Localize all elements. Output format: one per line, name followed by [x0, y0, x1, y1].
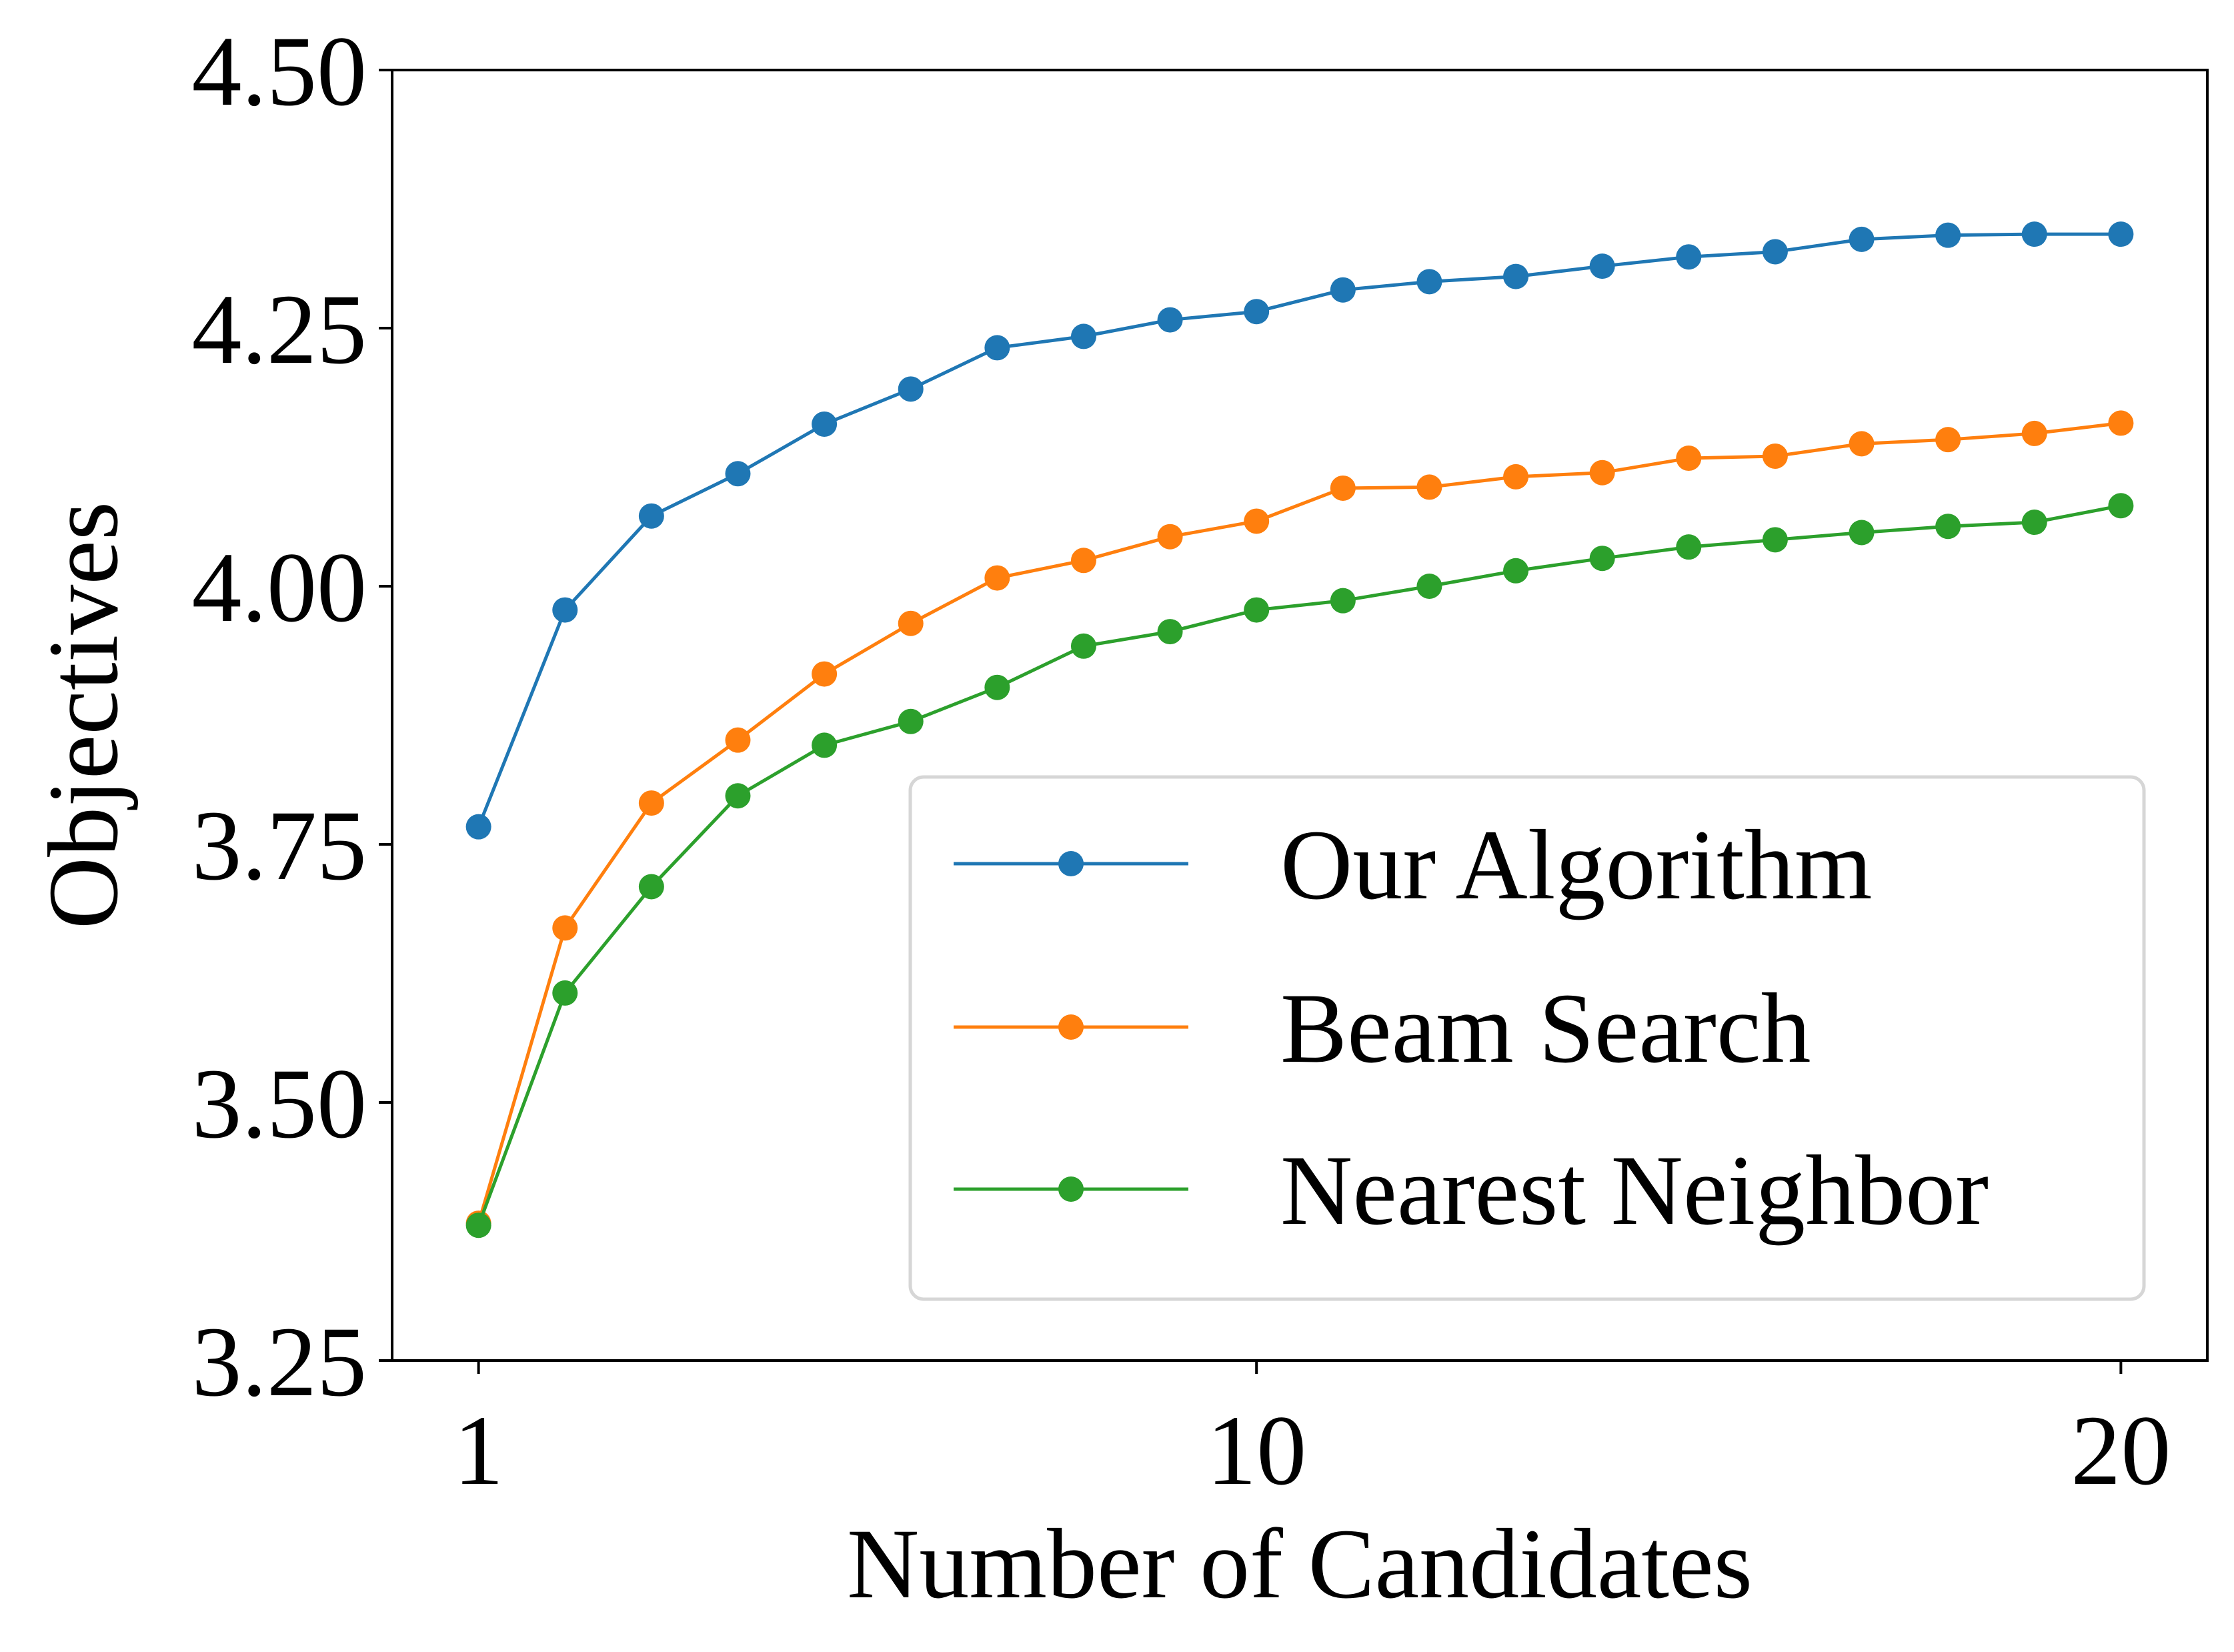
data-point-nearest-neighbor [812, 732, 838, 758]
legend: Our Algorithm Beam Search Nearest Neighbor [908, 775, 2146, 1301]
data-point-nearest-neighbor [1589, 546, 1615, 572]
data-point-beam-search [552, 915, 578, 941]
data-point-beam-search [1244, 508, 1270, 534]
data-point-beam-search [1762, 443, 1788, 469]
series-nearest-neighbor [465, 493, 2134, 1238]
data-point-our-algorithm [552, 597, 578, 623]
x-tick-label: 20 [2071, 1395, 2171, 1506]
legend-item-nearest-neighbor: Nearest Neighbor [954, 1135, 1989, 1246]
data-point-nearest-neighbor [1244, 597, 1270, 623]
data-point-our-algorithm [1935, 222, 1961, 248]
data-point-nearest-neighbor [1676, 534, 1702, 560]
legend-label-our-algorithm: Our Algorithm [1280, 810, 1872, 920]
data-point-beam-search [725, 727, 751, 753]
y-tick-label: 4.50 [192, 16, 367, 127]
axis-ticks: 1 10 20 3.25 3.50 3.75 4.00 4.25 4.50 [192, 16, 2171, 1506]
data-point-our-algorithm [1416, 269, 1442, 295]
data-point-nearest-neighbor [725, 783, 751, 809]
data-point-nearest-neighbor [1762, 527, 1788, 553]
data-point-our-algorithm [725, 461, 751, 487]
data-point-our-algorithm [1244, 299, 1270, 325]
data-point-nearest-neighbor [2021, 510, 2047, 536]
plot-area-frame [391, 69, 2209, 1362]
data-point-our-algorithm [465, 814, 491, 840]
data-point-beam-search [2108, 410, 2134, 436]
data-point-our-algorithm [1589, 253, 1615, 279]
data-point-our-algorithm [898, 376, 924, 402]
legend-label-beam-search: Beam Search [1280, 973, 1811, 1084]
data-point-beam-search [984, 565, 1010, 591]
data-point-our-algorithm [1762, 239, 1788, 265]
data-point-nearest-neighbor [1070, 633, 1096, 659]
legend-label-nearest-neighbor: Nearest Neighbor [1280, 1135, 1989, 1246]
series-line-our-algorithm [477, 232, 2121, 828]
data-point-our-algorithm [1503, 263, 1529, 289]
data-point-our-algorithm [1157, 307, 1183, 333]
x-axis-title: Number of Candidates [847, 1509, 1753, 1619]
series-line-nearest-neighbor [477, 504, 2121, 1226]
legend-marker-beam-search [1058, 1014, 1084, 1040]
data-point-beam-search [1503, 464, 1529, 490]
y-tick-label: 4.25 [192, 274, 367, 385]
legend-frame [908, 775, 2146, 1301]
y-tick-label: 3.50 [192, 1048, 367, 1159]
legend-marker-our-algorithm [1058, 851, 1084, 876]
data-point-our-algorithm [638, 503, 664, 529]
data-point-beam-search [898, 610, 924, 636]
data-point-nearest-neighbor [1330, 588, 1356, 614]
y-tick-label: 3.75 [192, 790, 367, 901]
data-point-nearest-neighbor [1503, 558, 1529, 584]
series-beam-search [465, 410, 2134, 1236]
data-point-beam-search [1589, 460, 1615, 486]
legend-marker-nearest-neighbor [1058, 1176, 1084, 1202]
data-point-our-algorithm [1676, 244, 1702, 270]
data-point-our-algorithm [2021, 221, 2047, 247]
x-tick-label: 10 [1206, 1395, 1306, 1506]
y-axis-title: Objectives [28, 502, 139, 929]
legend-item-our-algorithm: Our Algorithm [954, 810, 1872, 920]
series-line-beam-search [477, 421, 2121, 1224]
data-point-nearest-neighbor [984, 674, 1010, 700]
data-point-beam-search [812, 661, 838, 687]
data-point-our-algorithm [2108, 221, 2134, 247]
data-point-nearest-neighbor [1849, 520, 1875, 546]
data-point-our-algorithm [984, 335, 1010, 361]
data-point-nearest-neighbor [1416, 574, 1442, 599]
series-layer [465, 221, 2134, 1238]
data-point-beam-search [638, 790, 664, 816]
data-point-our-algorithm [1849, 226, 1875, 252]
data-point-nearest-neighbor [552, 980, 578, 1006]
data-point-beam-search [2021, 420, 2047, 446]
data-point-beam-search [1849, 431, 1875, 457]
series-our-algorithm [465, 221, 2134, 840]
data-point-beam-search [1935, 427, 1961, 453]
data-point-our-algorithm [1330, 277, 1356, 303]
data-point-beam-search [1157, 524, 1183, 550]
data-point-nearest-neighbor [898, 708, 924, 734]
data-point-nearest-neighbor [638, 874, 664, 900]
data-point-beam-search [1070, 548, 1096, 574]
data-point-beam-search [1676, 446, 1702, 472]
data-point-nearest-neighbor [2108, 493, 2134, 519]
data-point-nearest-neighbor [465, 1212, 491, 1238]
data-point-our-algorithm [1070, 323, 1096, 349]
y-tick-label: 4.00 [192, 532, 367, 643]
legend-item-beam-search: Beam Search [954, 973, 1811, 1084]
y-tick-label: 3.25 [192, 1307, 367, 1417]
data-point-nearest-neighbor [1935, 514, 1961, 540]
data-point-beam-search [1416, 474, 1442, 500]
data-point-our-algorithm [812, 411, 838, 437]
x-tick-label: 1 [453, 1395, 503, 1506]
data-point-beam-search [1330, 475, 1356, 501]
data-point-nearest-neighbor [1157, 619, 1183, 645]
